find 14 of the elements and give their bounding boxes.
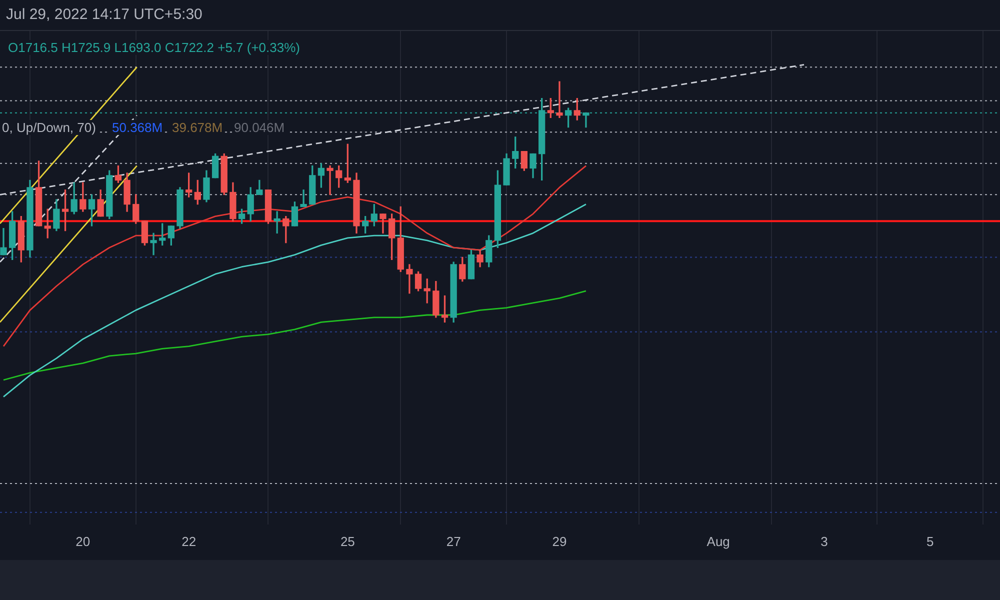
annotation: 50.368M: [110, 120, 165, 135]
x-tick-label: 3: [820, 534, 828, 549]
x-tick-label: Aug: [706, 534, 730, 549]
x-tick-label: 25: [340, 534, 355, 549]
x-tick-label: 29: [552, 534, 567, 549]
x-tick-label: 27: [446, 534, 461, 549]
chart-title: Jul 29, 2022 14:17 UTC+5:30: [6, 6, 202, 23]
annotation: 90.046M: [232, 120, 287, 135]
annotation: 0, Up/Down, 70): [0, 120, 98, 135]
text: O1716.5 H1725.9 L1693.0 C1722.2 +5.7 (+0.33%): [6, 40, 302, 55]
x-tick-label: 20: [76, 534, 90, 549]
x-tick-label: 22: [182, 534, 196, 549]
x-tick-label: 5: [926, 534, 934, 549]
annotation: 39.678M: [170, 120, 225, 135]
